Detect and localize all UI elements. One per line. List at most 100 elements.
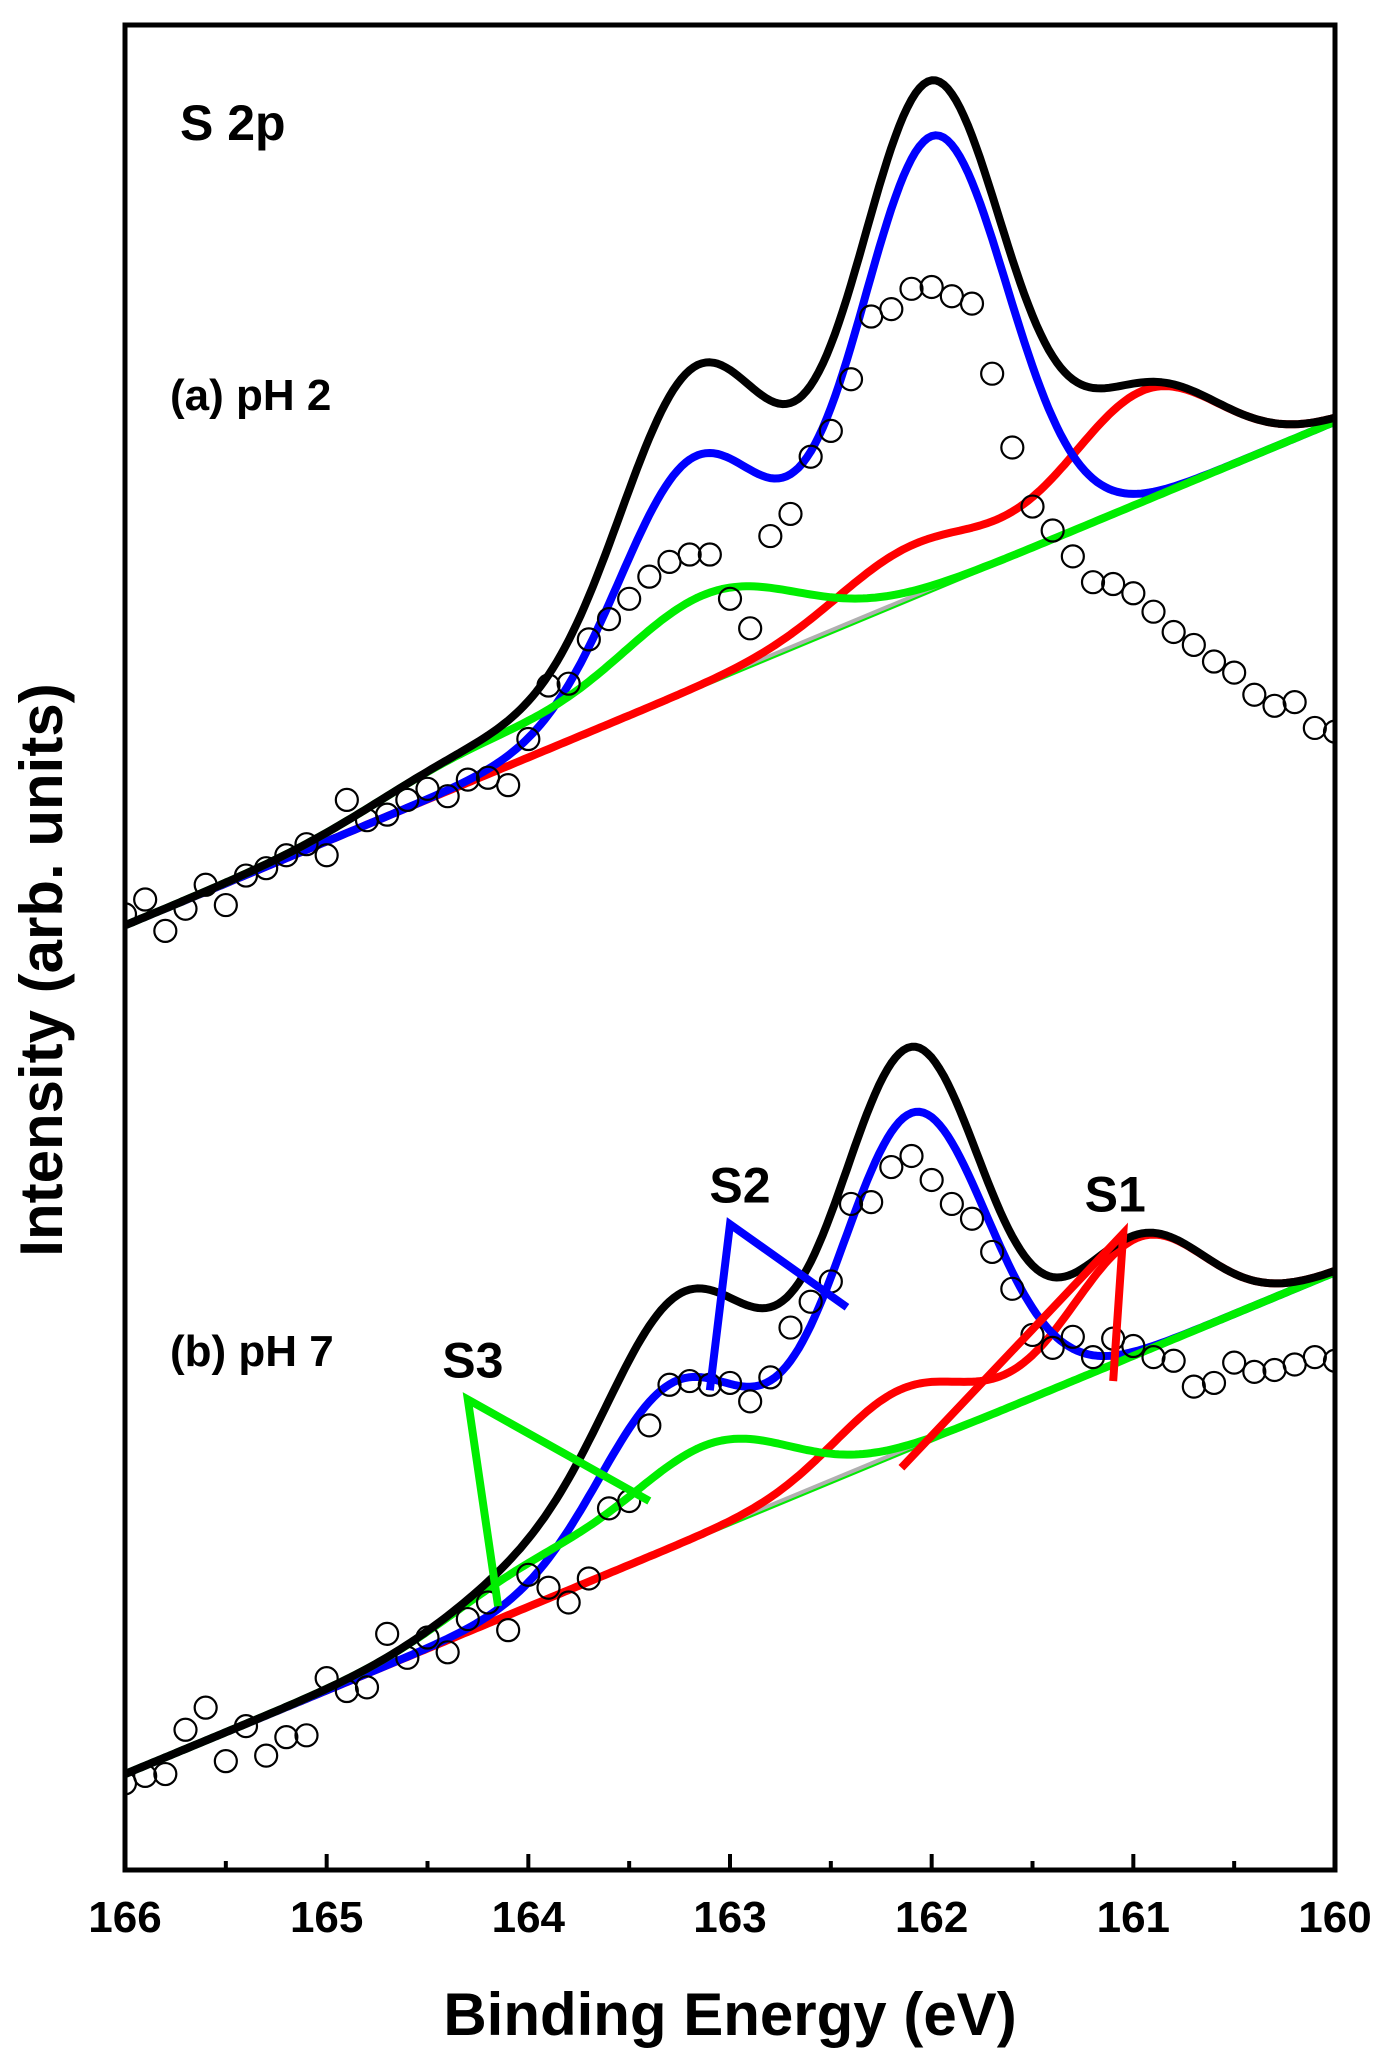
- data-point: [375, 1621, 400, 1646]
- panel-b: [125, 1042, 1335, 1796]
- annotation-S3-label: S3: [442, 1333, 503, 1389]
- data-point: [717, 1370, 743, 1396]
- data-point: [1040, 1335, 1065, 1360]
- data-point: [1060, 1324, 1085, 1349]
- data-point: [435, 1640, 460, 1665]
- data-point: [1201, 649, 1227, 674]
- data-point: [818, 418, 843, 443]
- data-point: [334, 787, 359, 813]
- data-point: [395, 1645, 420, 1670]
- x-tick-label: 164: [492, 1893, 566, 1942]
- data-point: [516, 726, 541, 752]
- data-point: [1181, 632, 1206, 658]
- x-tick-label: 166: [88, 1893, 161, 1942]
- data-point: [435, 784, 460, 809]
- panel-a-label: (a) pH 2: [170, 371, 331, 420]
- data-point: [879, 1154, 904, 1180]
- y-axis-title: Intensity (arb. units): [8, 683, 75, 1256]
- data-point: [980, 361, 1005, 386]
- data-point: [496, 1618, 521, 1643]
- data-point: [294, 1723, 319, 1748]
- data-point: [455, 1606, 480, 1632]
- data-point: [959, 291, 985, 316]
- data-point: [798, 1289, 823, 1314]
- data-point: [1121, 581, 1146, 606]
- data-point: [1101, 571, 1126, 597]
- data-point: [1242, 682, 1267, 707]
- peak-S2-curve: [125, 131, 1335, 930]
- data-point: [536, 673, 561, 698]
- data-point: [1000, 435, 1025, 460]
- data-point: [778, 501, 803, 527]
- data-point: [415, 1625, 440, 1650]
- annotation-S2-label: S2: [709, 1157, 770, 1213]
- data-point: [496, 773, 521, 798]
- data-point: [274, 843, 299, 868]
- data-point: [1040, 518, 1065, 543]
- data-point: [1141, 1344, 1166, 1370]
- data-point: [677, 542, 702, 567]
- data-point: [1242, 1359, 1267, 1384]
- data-point: [1302, 715, 1327, 741]
- data-point: [193, 1695, 218, 1720]
- annotation-S3-pointer: [462, 1392, 652, 1607]
- x-axis-title: Binding Energy (eV): [443, 1981, 1016, 2048]
- data-point: [193, 872, 218, 897]
- data-point: [959, 1206, 985, 1231]
- data-point: [375, 802, 400, 827]
- annotation-S2-pointer: [705, 1217, 850, 1391]
- data-point: [637, 1413, 662, 1438]
- panel-b-label: (b) pH 7: [170, 1327, 334, 1376]
- data-point: [213, 1749, 238, 1774]
- data-point: [657, 1372, 682, 1397]
- data-point: [153, 1761, 178, 1787]
- data-point: [1161, 619, 1186, 645]
- annotation-S1-pointer: [898, 1222, 1128, 1471]
- data-point: [596, 606, 622, 632]
- data-point: [1262, 693, 1287, 718]
- data-point: [556, 671, 581, 696]
- data-point: [1141, 599, 1166, 624]
- data-point: [980, 1239, 1005, 1265]
- data-point: [758, 1365, 783, 1390]
- data-point: [1121, 1333, 1146, 1359]
- data-point: [1000, 1276, 1025, 1301]
- data-point: [173, 896, 198, 921]
- data-point: [1222, 660, 1247, 685]
- data-point: [213, 892, 238, 918]
- x-tick-label: 161: [1097, 1893, 1170, 1942]
- data-point: [455, 767, 480, 792]
- data-point: [717, 586, 743, 611]
- data-point: [778, 1315, 803, 1340]
- data-point: [133, 887, 158, 912]
- data-point: [677, 1368, 702, 1394]
- data-point: [233, 1713, 259, 1739]
- data-point: [697, 542, 722, 567]
- data-point: [254, 856, 279, 881]
- x-tick-label: 162: [895, 1893, 968, 1942]
- data-point: [556, 1590, 581, 1615]
- plot-content: [125, 76, 1335, 1796]
- data-point: [838, 1191, 864, 1217]
- data-point: [838, 367, 864, 392]
- data-point: [314, 1666, 339, 1691]
- data-point: [536, 1575, 561, 1600]
- x-tick-label: 165: [290, 1893, 363, 1942]
- data-point: [254, 1743, 279, 1768]
- x-tick-label: 163: [693, 1893, 766, 1942]
- data-point: [1302, 1344, 1327, 1370]
- data-point: [125, 902, 138, 927]
- data-point: [1322, 1348, 1335, 1373]
- x-axis: 166 165 164 163 162 161 160: [88, 1854, 1372, 1942]
- data-point: [637, 564, 662, 589]
- data-point: [1161, 1348, 1186, 1373]
- data-point: [798, 444, 823, 469]
- data-point: [294, 832, 319, 857]
- data-point: [859, 1190, 884, 1215]
- data-point: [1060, 544, 1085, 569]
- data-point: [1322, 719, 1335, 744]
- data-point: [939, 1191, 964, 1217]
- data-point: [738, 616, 763, 641]
- data-point: [1201, 1370, 1227, 1396]
- data-point: [919, 274, 944, 300]
